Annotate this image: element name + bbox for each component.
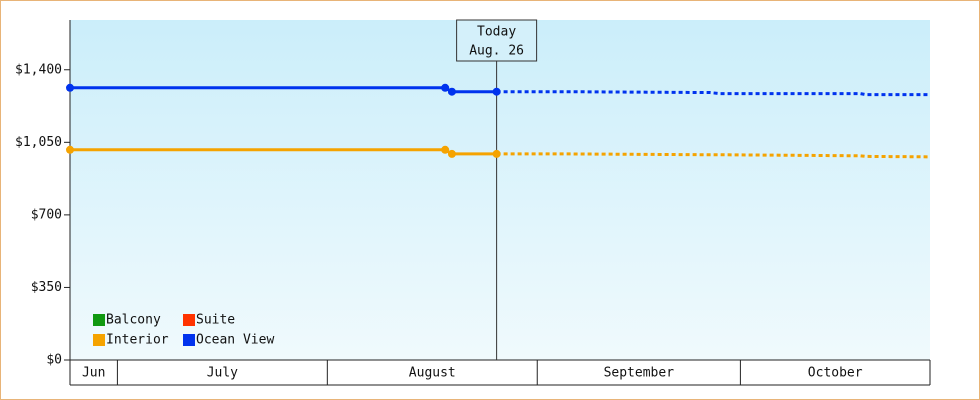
legend-swatch (93, 334, 105, 346)
legend-label: Interior (106, 333, 169, 348)
point (447, 149, 456, 158)
x-tick-label: July (207, 366, 238, 381)
point (492, 87, 501, 96)
point (441, 83, 450, 92)
plot-area (70, 20, 930, 360)
y-tick-label: $350 (31, 280, 62, 295)
x-tick-label: August (409, 366, 456, 381)
legend-swatch (183, 334, 195, 346)
point (66, 145, 74, 154)
y-tick-label: $1,400 (15, 62, 62, 77)
legend-swatch (183, 314, 195, 326)
legend-swatch (93, 314, 105, 326)
legend-label: Ocean View (196, 333, 274, 348)
x-tick-label: Jun (82, 366, 105, 381)
today-box (456, 19, 538, 62)
today-label: Today (477, 25, 516, 40)
point (492, 149, 501, 158)
y-tick-label: $700 (31, 207, 62, 222)
y-tick-label: $1,050 (15, 135, 62, 150)
today-date: Aug. 26 (469, 44, 524, 59)
point (441, 145, 450, 154)
x-tick-label: October (808, 366, 863, 381)
x-tick-label: September (604, 366, 675, 381)
legend-label: Suite (196, 313, 235, 328)
point (447, 87, 456, 96)
point (66, 83, 74, 92)
y-tick-label: $0 (46, 353, 62, 368)
legend-label: Balcony (106, 313, 161, 328)
